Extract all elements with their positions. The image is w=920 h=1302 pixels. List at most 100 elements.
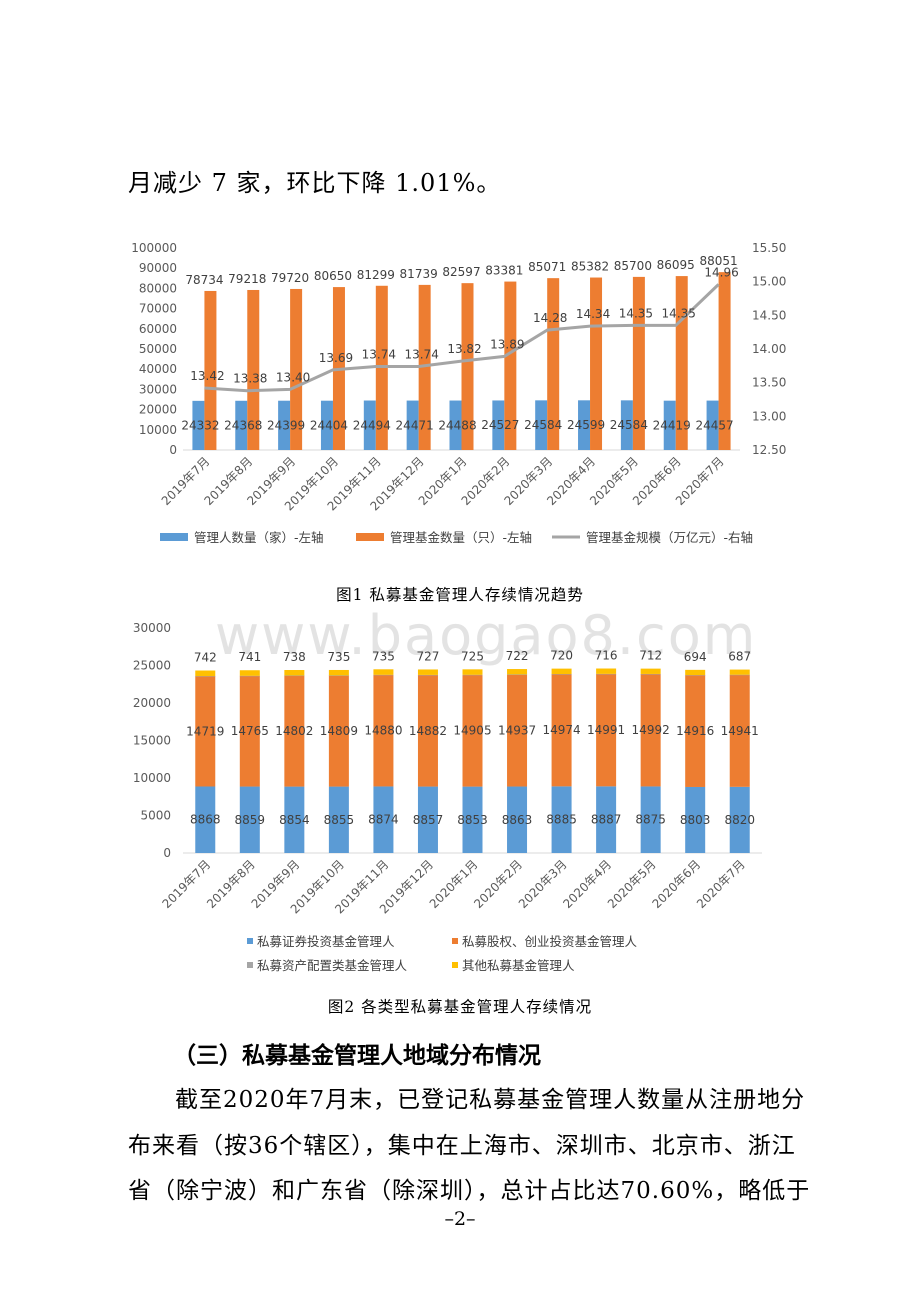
bar-segment-0 bbox=[596, 786, 617, 853]
bar-segment-1 bbox=[729, 674, 750, 787]
body-line-1: 截至2020年7月末，已登记私募基金管理人数量从注册地分 bbox=[175, 1087, 806, 1113]
bar-segment-2 bbox=[596, 673, 617, 675]
label-other: 742 bbox=[194, 651, 217, 665]
intro-text: 月减少 7 家，环比下降 1.01%。 bbox=[128, 169, 502, 197]
label-fund-scale: 13.42 bbox=[190, 369, 224, 383]
bar-segment-1 bbox=[640, 673, 661, 787]
left-axis-tick: 90000 bbox=[139, 261, 177, 275]
legend-label: 管理人数量（家）-左轴 bbox=[194, 530, 324, 545]
bar-segment-1 bbox=[685, 675, 706, 787]
bar-fund-count bbox=[461, 283, 474, 450]
label-fund-count: 85382 bbox=[571, 260, 609, 274]
label-securities: 8855 bbox=[324, 813, 355, 827]
bar-segment-3 bbox=[195, 670, 216, 677]
bar-segment-0 bbox=[373, 786, 394, 853]
bar-segment-0 bbox=[507, 786, 528, 853]
bar-segment-1 bbox=[328, 675, 349, 787]
label-manager-count: 24332 bbox=[181, 418, 219, 432]
left-axis-tick: 10000 bbox=[133, 771, 171, 785]
label-fund-scale: 13.82 bbox=[447, 342, 481, 356]
left-axis-tick: 100000 bbox=[131, 241, 177, 255]
left-axis-tick: 10000 bbox=[139, 423, 177, 437]
label-fund-scale: 14.96 bbox=[704, 265, 738, 279]
right-axis-tick: 14.00 bbox=[752, 342, 786, 356]
bar-segment-2 bbox=[328, 675, 349, 676]
bar-segment-1 bbox=[462, 674, 483, 787]
label-fund-count: 85700 bbox=[614, 259, 652, 273]
bar-segment-1 bbox=[195, 676, 216, 787]
legend-swatch bbox=[160, 533, 188, 541]
bar-manager-count bbox=[320, 400, 333, 450]
label-securities: 8863 bbox=[502, 813, 533, 827]
label-fund-scale: 13.38 bbox=[233, 372, 267, 386]
label-manager-count: 24368 bbox=[224, 418, 262, 432]
label-equity: 14991 bbox=[587, 723, 625, 737]
label-equity: 14882 bbox=[409, 724, 447, 738]
label-equity: 14905 bbox=[453, 724, 491, 738]
label-equity: 14809 bbox=[320, 724, 358, 738]
label-manager-count: 24584 bbox=[524, 418, 562, 432]
bar-manager-count bbox=[706, 400, 719, 450]
bar-segment-0 bbox=[685, 786, 706, 853]
label-securities: 8859 bbox=[235, 813, 266, 827]
x-axis-tick: 2020年7月 bbox=[694, 857, 748, 911]
label-manager-count: 24584 bbox=[610, 418, 648, 432]
bar-manager-count bbox=[278, 400, 291, 450]
label-equity: 14941 bbox=[721, 724, 759, 738]
bar-segment-0 bbox=[195, 786, 216, 853]
bar-segment-0 bbox=[417, 786, 438, 853]
bar-manager-count bbox=[449, 400, 462, 450]
bar-segment-2 bbox=[284, 675, 305, 677]
label-other: 687 bbox=[728, 650, 751, 664]
bar-segment-3 bbox=[284, 670, 305, 676]
label-fund-scale: 14.28 bbox=[533, 311, 567, 325]
left-axis-tick: 60000 bbox=[139, 322, 177, 336]
label-other: 727 bbox=[417, 649, 440, 663]
label-securities: 8803 bbox=[680, 813, 711, 827]
bar-segment-3 bbox=[685, 669, 706, 676]
label-fund-count: 79218 bbox=[228, 272, 266, 286]
label-fund-count: 83381 bbox=[485, 264, 523, 278]
bar-segment-1 bbox=[596, 673, 617, 787]
bar-segment-0 bbox=[239, 786, 260, 853]
bar-fund-count bbox=[418, 284, 431, 450]
body-line-3: 省（除宁波）和广东省（除深圳），总计占比达70.60%，略低于 bbox=[128, 1178, 811, 1204]
label-other: 741 bbox=[238, 650, 261, 664]
label-equity: 14937 bbox=[498, 724, 536, 738]
bar-segment-2 bbox=[239, 675, 260, 677]
bar-fund-count bbox=[547, 278, 560, 450]
bar-fund-count bbox=[590, 277, 603, 450]
bar-segment-2 bbox=[551, 674, 572, 675]
left-axis-tick: 70000 bbox=[139, 302, 177, 316]
bar-fund-count bbox=[675, 276, 688, 450]
label-fund-count: 78734 bbox=[185, 273, 223, 287]
label-other: 735 bbox=[372, 649, 395, 663]
bar-manager-count bbox=[406, 400, 419, 450]
chart1-caption: 图1 私募基金管理人存续情况趋势 bbox=[336, 586, 584, 604]
bar-segment-3 bbox=[596, 668, 617, 674]
label-other: 720 bbox=[550, 649, 573, 663]
bar-manager-count bbox=[235, 400, 248, 450]
label-equity: 14916 bbox=[676, 724, 714, 738]
label-fund-count: 88051 bbox=[699, 254, 737, 268]
bar-manager-count bbox=[578, 400, 591, 450]
section-heading: （三）私募基金管理人地域分布情况 bbox=[173, 1043, 541, 1069]
label-securities: 8885 bbox=[546, 813, 577, 827]
label-securities: 8874 bbox=[368, 813, 399, 827]
bar-segment-1 bbox=[239, 675, 260, 787]
bar-manager-count bbox=[663, 400, 676, 450]
label-manager-count: 24457 bbox=[695, 418, 733, 432]
legend-swatch bbox=[247, 962, 253, 968]
label-equity: 14765 bbox=[231, 724, 269, 738]
left-axis-tick: 20000 bbox=[133, 696, 171, 710]
bar-manager-count bbox=[492, 400, 505, 450]
bar-segment-3 bbox=[417, 669, 438, 675]
chart-manager-types: 0 5000 10000 15000 20000 25000 30000 8868 14719 7… bbox=[133, 621, 762, 973]
bar-manager-count bbox=[535, 400, 548, 450]
label-equity: 14880 bbox=[364, 724, 402, 738]
label-other: 738 bbox=[283, 650, 306, 664]
label-securities: 8854 bbox=[279, 813, 310, 827]
right-axis-tick: 13.00 bbox=[752, 409, 786, 423]
label-fund-count: 82597 bbox=[442, 265, 480, 279]
bar-segment-3 bbox=[462, 669, 483, 675]
